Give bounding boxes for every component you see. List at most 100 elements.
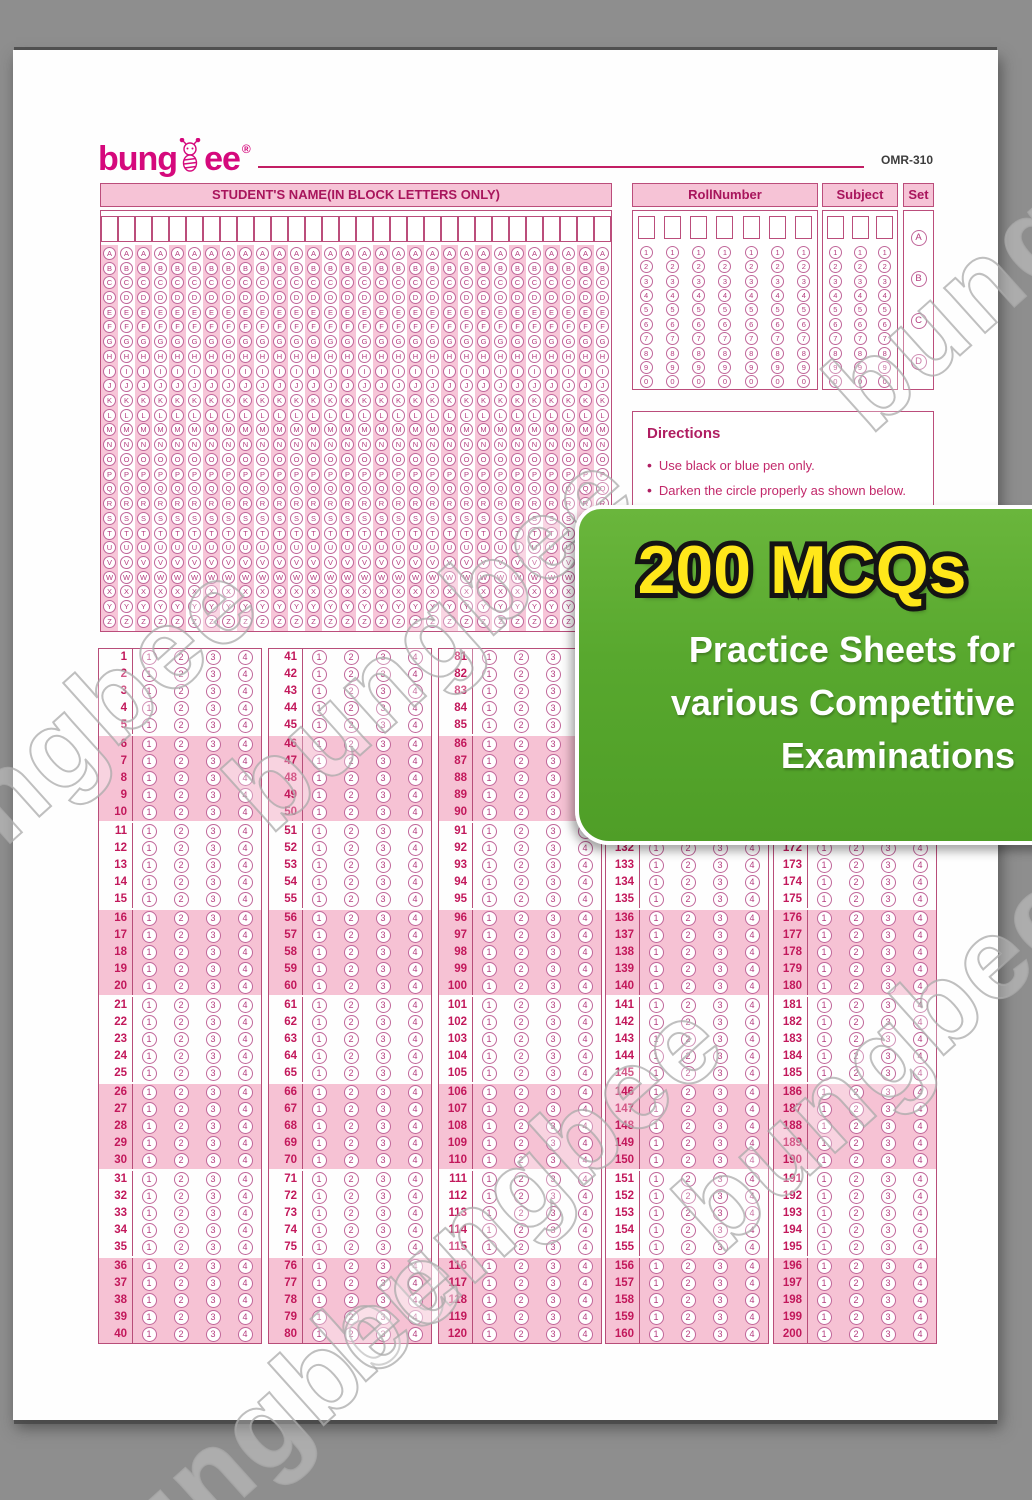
q53-option-2[interactable]: 2 (343, 858, 359, 873)
name-bubble-K[interactable]: K (239, 394, 252, 408)
roll-bubble-3[interactable]: 3 (718, 274, 732, 288)
name-bubble-V[interactable]: V (324, 555, 337, 569)
name-write-box[interactable] (458, 216, 475, 242)
name-bubble-H[interactable]: H (392, 349, 405, 363)
name-bubble-V[interactable]: V (154, 555, 167, 569)
roll-bubble-5[interactable]: 5 (718, 303, 732, 317)
name-bubble-A[interactable]: A (239, 246, 252, 260)
name-bubble-W[interactable]: W (443, 570, 456, 584)
q40-option-4[interactable]: 4 (237, 1327, 253, 1342)
name-write-box[interactable] (237, 216, 254, 242)
roll-bubble-0[interactable]: 0 (639, 375, 653, 389)
name-bubble-M[interactable]: M (375, 423, 388, 437)
name-bubble-B[interactable]: B (154, 261, 167, 275)
name-bubble-N[interactable]: N (460, 438, 473, 452)
q99-option-2[interactable]: 2 (513, 962, 529, 977)
q144-option-3[interactable]: 3 (712, 1049, 728, 1064)
q194-option-3[interactable]: 3 (880, 1223, 896, 1238)
name-bubble-U[interactable]: U (205, 541, 218, 555)
name-bubble-Z[interactable]: Z (511, 614, 524, 628)
q135-option-1[interactable]: 1 (648, 892, 664, 907)
name-bubble-T[interactable]: T (392, 526, 405, 540)
name-bubble-U[interactable]: U (307, 541, 320, 555)
name-bubble-J[interactable]: J (409, 379, 422, 393)
q26-option-4[interactable]: 4 (237, 1085, 253, 1100)
name-bubble-Z[interactable]: Z (256, 614, 269, 628)
name-bubble-H[interactable]: H (545, 349, 558, 363)
q91-option-2[interactable]: 2 (513, 824, 529, 839)
q192-option-2[interactable]: 2 (848, 1189, 864, 1204)
name-bubble-F[interactable]: F (120, 320, 133, 334)
name-bubble-U[interactable]: U (443, 541, 456, 555)
q78-option-3[interactable]: 3 (375, 1293, 391, 1308)
q120-option-2[interactable]: 2 (513, 1327, 529, 1342)
q96-option-1[interactable]: 1 (481, 911, 497, 926)
name-bubble-S[interactable]: S (205, 511, 218, 525)
name-bubble-F[interactable]: F (528, 320, 541, 334)
q50-option-2[interactable]: 2 (343, 805, 359, 820)
q73-option-1[interactable]: 1 (311, 1206, 327, 1221)
q70-option-3[interactable]: 3 (375, 1153, 391, 1168)
roll-bubble-4[interactable]: 4 (771, 289, 785, 303)
name-bubble-X[interactable]: X (324, 585, 337, 599)
q152-option-3[interactable]: 3 (712, 1189, 728, 1204)
q13-option-4[interactable]: 4 (237, 858, 253, 873)
name-bubble-N[interactable]: N (409, 438, 422, 452)
q44-option-2[interactable]: 2 (343, 701, 359, 716)
q139-option-3[interactable]: 3 (712, 962, 728, 977)
q65-option-4[interactable]: 4 (407, 1066, 423, 1081)
name-bubble-R[interactable]: R (222, 497, 235, 511)
q11-option-4[interactable]: 4 (237, 824, 253, 839)
name-bubble-Z[interactable]: Z (188, 614, 201, 628)
q71-option-4[interactable]: 4 (407, 1172, 423, 1187)
q9-option-3[interactable]: 3 (205, 788, 221, 803)
q186-option-1[interactable]: 1 (816, 1085, 832, 1100)
q57-option-3[interactable]: 3 (375, 928, 391, 943)
name-bubble-B[interactable]: B (188, 261, 201, 275)
name-write-box[interactable] (475, 216, 492, 242)
name-bubble-B[interactable]: B (392, 261, 405, 275)
name-bubble-H[interactable]: H (188, 349, 201, 363)
q99-option-1[interactable]: 1 (481, 962, 497, 977)
q19-option-1[interactable]: 1 (141, 962, 157, 977)
name-bubble-W[interactable]: W (358, 570, 371, 584)
name-bubble-Y[interactable]: Y (460, 600, 473, 614)
name-bubble-U[interactable]: U (171, 541, 184, 555)
q174-option-4[interactable]: 4 (912, 875, 928, 890)
q70-option-2[interactable]: 2 (343, 1153, 359, 1168)
name-bubble-H[interactable]: H (171, 349, 184, 363)
name-bubble-C[interactable]: C (596, 276, 609, 290)
name-bubble-Q[interactable]: Q (239, 482, 252, 496)
name-bubble-P[interactable]: P (222, 467, 235, 481)
name-bubble-Z[interactable]: Z (562, 614, 575, 628)
q67-option-1[interactable]: 1 (311, 1102, 327, 1117)
name-bubble-B[interactable]: B (545, 261, 558, 275)
name-bubble-D[interactable]: D (528, 291, 541, 305)
name-bubble-L[interactable]: L (222, 408, 235, 422)
q46-option-1[interactable]: 1 (311, 737, 327, 752)
name-bubble-E[interactable]: E (426, 305, 439, 319)
name-bubble-E[interactable]: E (120, 305, 133, 319)
q114-option-1[interactable]: 1 (481, 1223, 497, 1238)
subject-bubble-6[interactable]: 6 (828, 317, 842, 331)
q87-option-2[interactable]: 2 (513, 754, 529, 769)
name-bubble-S[interactable]: S (103, 511, 116, 525)
name-bubble-S[interactable]: S (375, 511, 388, 525)
q118-option-1[interactable]: 1 (481, 1293, 497, 1308)
q58-option-1[interactable]: 1 (311, 945, 327, 960)
q180-option-4[interactable]: 4 (912, 979, 928, 994)
q194-option-1[interactable]: 1 (816, 1223, 832, 1238)
name-bubble-U[interactable]: U (273, 541, 286, 555)
q154-option-3[interactable]: 3 (712, 1223, 728, 1238)
roll-bubble-0[interactable]: 0 (771, 375, 785, 389)
name-bubble-A[interactable]: A (120, 246, 133, 260)
name-bubble-Q[interactable]: Q (188, 482, 201, 496)
q155-option-3[interactable]: 3 (712, 1240, 728, 1255)
q38-option-4[interactable]: 4 (237, 1293, 253, 1308)
q66-option-3[interactable]: 3 (375, 1085, 391, 1100)
name-bubble-D[interactable]: D (562, 291, 575, 305)
q68-option-3[interactable]: 3 (375, 1119, 391, 1134)
name-bubble-A[interactable]: A (341, 246, 354, 260)
name-bubble-G[interactable]: G (239, 335, 252, 349)
q150-option-4[interactable]: 4 (744, 1153, 760, 1168)
